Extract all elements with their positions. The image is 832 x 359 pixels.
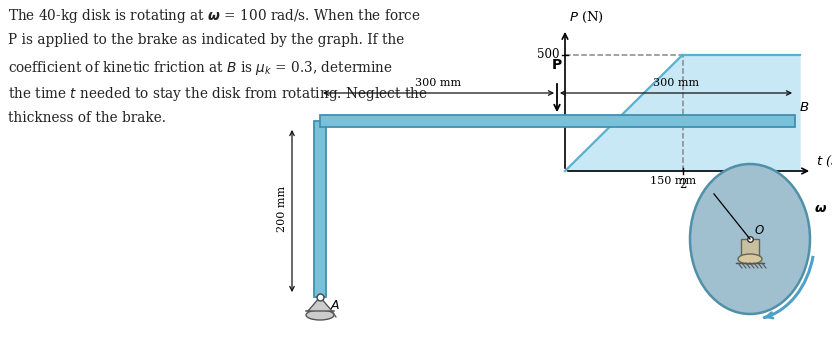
Text: 300 mm: 300 mm	[653, 78, 699, 88]
Polygon shape	[308, 297, 332, 311]
Text: thickness of the brake.: thickness of the brake.	[8, 111, 166, 125]
Ellipse shape	[738, 254, 762, 264]
FancyBboxPatch shape	[320, 115, 795, 127]
Text: $\mathbf{P}$: $\mathbf{P}$	[551, 58, 562, 72]
Text: 2: 2	[679, 178, 686, 191]
Ellipse shape	[690, 164, 810, 314]
Text: The 40-kg disk is rotating at $\boldsymbol{\omega}$ = 100 rad/s. When the force: The 40-kg disk is rotating at $\boldsymb…	[8, 7, 421, 25]
Text: 200 mm: 200 mm	[277, 186, 287, 232]
Polygon shape	[565, 55, 800, 171]
Text: $A$: $A$	[330, 299, 340, 312]
Text: 300 mm: 300 mm	[415, 78, 462, 88]
Text: 500: 500	[537, 48, 559, 61]
Ellipse shape	[306, 310, 334, 320]
Text: P is applied to the brake as indicated by the graph. If the: P is applied to the brake as indicated b…	[8, 33, 404, 47]
Text: $B$: $B$	[799, 101, 810, 114]
FancyBboxPatch shape	[314, 121, 326, 297]
Text: $\boldsymbol{\omega}$: $\boldsymbol{\omega}$	[814, 202, 827, 215]
Text: $t$ (s): $t$ (s)	[816, 154, 832, 169]
Text: 150 mm: 150 mm	[650, 176, 696, 186]
FancyBboxPatch shape	[741, 239, 759, 259]
Text: $O$: $O$	[754, 224, 765, 237]
Text: coefficient of kinetic friction at $B$ is $\mu_k$ = 0.3, determine: coefficient of kinetic friction at $B$ i…	[8, 59, 393, 77]
Text: the time $t$ needed to stay the disk from rotating. Neglect the: the time $t$ needed to stay the disk fro…	[8, 85, 428, 103]
Text: $P$ (N): $P$ (N)	[569, 10, 604, 25]
